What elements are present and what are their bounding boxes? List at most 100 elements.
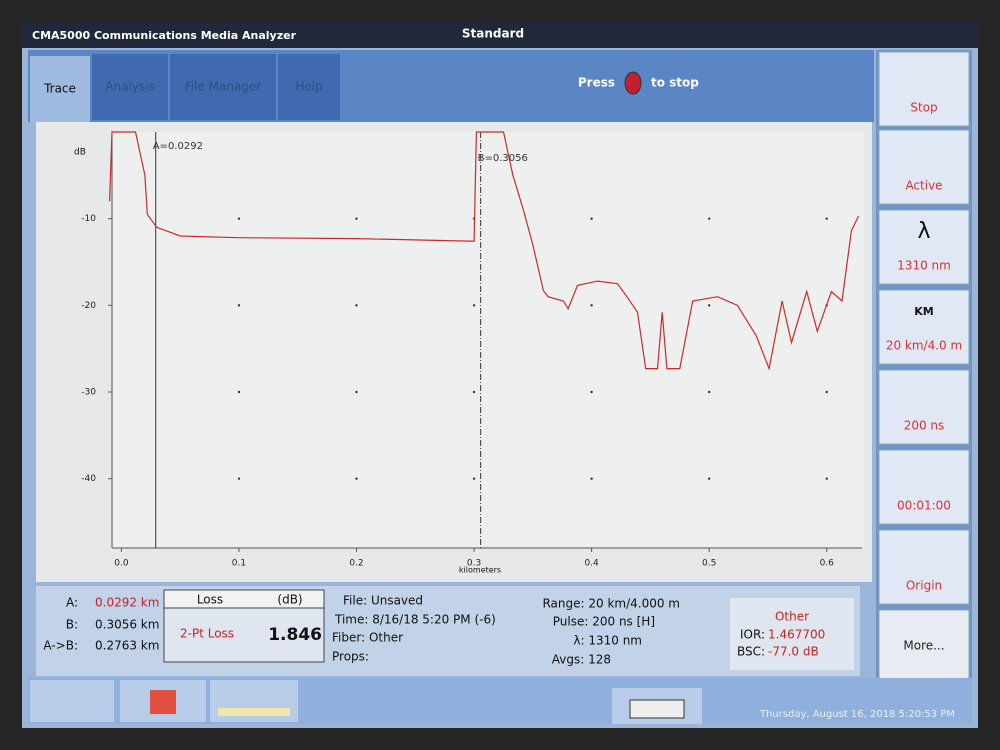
loss-label: 2-Pt Loss	[180, 627, 234, 641]
grid-dot	[237, 304, 241, 307]
side-label: Stop	[910, 101, 937, 115]
acq-info: Range: 20 km/4.000 m	[542, 597, 680, 611]
x-tick-label: 0.4	[584, 559, 599, 569]
tab[interactable]	[170, 54, 276, 120]
side-label: Active	[905, 179, 942, 193]
acq-info: Pulse: 200 ns [H]	[553, 615, 655, 629]
grid-dot	[590, 217, 593, 220]
side-label: Origin	[906, 579, 942, 593]
mode: Standard	[462, 27, 524, 41]
y-tick-label: -10	[81, 214, 96, 224]
bsc-label: BSC:	[737, 645, 765, 659]
ior-label: IOR:	[740, 628, 765, 642]
side-icon: KM	[914, 305, 933, 318]
side-button[interactable]	[878, 51, 970, 127]
tab-label: Analysis	[105, 80, 154, 94]
grid-dot	[355, 390, 358, 394]
grid-dot	[590, 477, 593, 480]
side-button[interactable]	[878, 369, 970, 445]
side-button[interactable]	[878, 129, 970, 205]
grid-dot	[472, 304, 476, 307]
marker-value: 0.3056 km	[95, 618, 159, 632]
tab-bar	[28, 50, 874, 122]
tab-label: Trace	[43, 82, 76, 96]
side-label: 20 km/4.0 m	[886, 339, 962, 353]
marker-label: B=0.3056	[478, 153, 528, 164]
x-axis-label: kilometers	[459, 566, 501, 575]
grid-dot	[707, 304, 711, 307]
y-tick-label: -40	[81, 474, 96, 484]
acq-info: λ: 1310 nm	[573, 634, 642, 648]
grid-dot	[707, 390, 711, 394]
side-buttons: Stop Active λ 1310 nm KM 20 km/4.0 m 200 ns 00:…	[878, 51, 970, 681]
grid-dot	[355, 477, 358, 480]
side-button[interactable]	[878, 529, 970, 605]
y-axis-label: dB	[74, 148, 86, 158]
file-info: Time: 8/16/18 5:20 PM (-6)	[334, 613, 496, 627]
other-box	[730, 598, 854, 670]
trace-chart: 0.0 0.1 0.2 0.3 0.4 0.5 0.6 -10 -20 -30 -40 A=0.029…	[81, 131, 860, 569]
grid-dot	[590, 304, 593, 307]
side-button[interactable]	[878, 289, 970, 365]
side-label: 200 ns	[904, 419, 945, 433]
app-title: CMA5000 Communications Media Analyzer	[32, 29, 297, 42]
loss-value: 1.846	[268, 625, 322, 645]
grid-dot	[707, 217, 711, 220]
marker-label: A->B:	[43, 639, 78, 653]
x-tick-label: 0.1	[232, 559, 246, 569]
loss-title: Loss	[197, 593, 223, 607]
tab-label: File Manager	[185, 80, 262, 94]
status-text: Press	[578, 76, 615, 90]
marker-label: A=0.0292	[153, 141, 203, 152]
bsc-value: -77.0 dB	[768, 645, 819, 659]
file-info: Props:	[332, 650, 369, 664]
side-icon: λ	[917, 219, 930, 244]
x-tick-label: 0.3	[467, 559, 481, 569]
stop-icon	[624, 71, 642, 95]
acq-info: Avgs: 128	[552, 653, 611, 667]
x-tick-label: 0.5	[702, 559, 716, 569]
close-icon	[150, 690, 176, 714]
progress	[218, 708, 290, 716]
file-info: File: Unsaved	[343, 594, 423, 608]
title-bar	[22, 22, 978, 48]
marker-value: 0.0292 km	[95, 596, 159, 610]
grid-dot	[355, 217, 358, 220]
grid-dot	[472, 477, 476, 480]
tab[interactable]	[278, 54, 340, 120]
side-button[interactable]	[878, 209, 970, 285]
side-button[interactable]	[878, 609, 970, 681]
marker-label: A:	[66, 596, 78, 610]
grid-dot	[825, 477, 828, 480]
side-label: 1310 nm	[897, 259, 951, 273]
marker-label: B:	[66, 618, 78, 632]
grid-dot	[590, 390, 593, 394]
loss-unit: (dB)	[277, 593, 302, 607]
grid-dot	[237, 217, 241, 220]
file-info: Fiber: Other	[332, 631, 403, 645]
side-label: More...	[903, 639, 944, 653]
grid-dot	[472, 390, 476, 394]
x-tick-label: 0.0	[114, 559, 129, 569]
ior-value: 1.467700	[768, 628, 825, 642]
plot-area	[112, 132, 864, 548]
grid-dot	[237, 477, 241, 480]
grid-dot	[237, 390, 241, 394]
other-title: Other	[775, 610, 809, 624]
grid-dot	[707, 477, 711, 480]
grid-dot	[825, 390, 828, 394]
x-tick-label: 0.2	[349, 559, 363, 569]
tab-label: Help	[295, 80, 322, 94]
grid-dot	[825, 217, 828, 220]
keyboard-icon	[629, 699, 685, 719]
taskbar-button[interactable]	[30, 680, 114, 722]
y-tick-label: -20	[81, 301, 96, 311]
x-tick-label: 0.6	[820, 559, 835, 569]
tab[interactable]	[30, 56, 90, 122]
y-tick-label: -30	[81, 388, 96, 398]
tab[interactable]	[92, 54, 168, 120]
side-button[interactable]	[878, 449, 970, 525]
grid-dot	[355, 304, 358, 307]
trace-line	[109, 131, 860, 371]
